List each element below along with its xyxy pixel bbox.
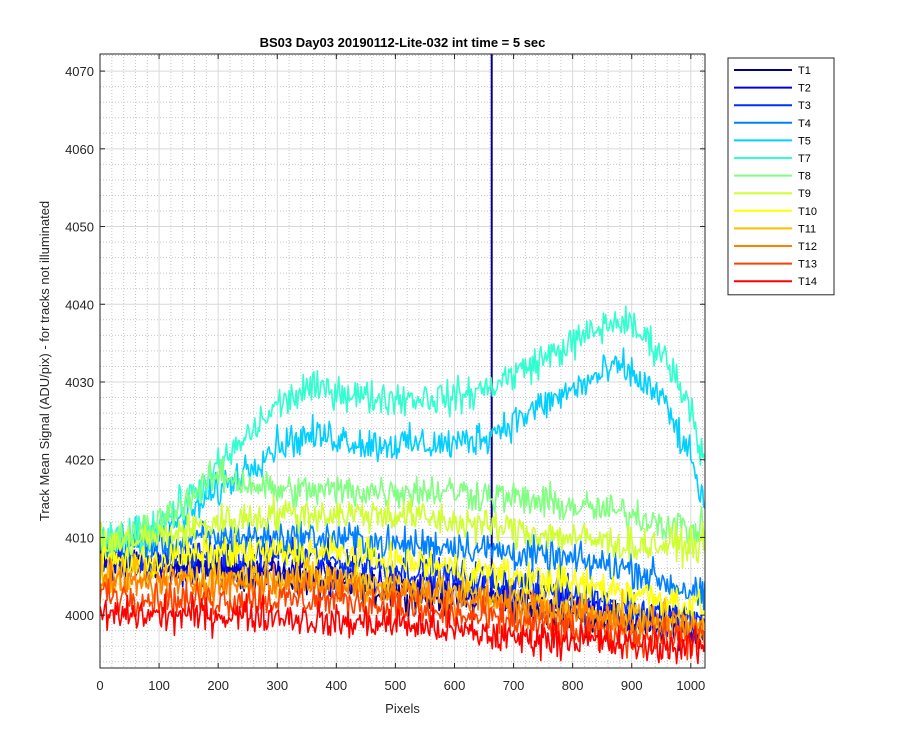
y-tick-label: 4060 <box>65 142 94 157</box>
y-tick-label: 4050 <box>65 220 94 235</box>
x-tick-label: 800 <box>562 678 584 693</box>
legend-label-T1: T1 <box>798 65 811 77</box>
x-tick-label: 500 <box>385 678 407 693</box>
y-tick-label: 4030 <box>65 375 94 390</box>
x-tick-label: 600 <box>444 678 466 693</box>
series-line-T4 <box>100 517 705 611</box>
legend-label-T14: T14 <box>798 276 817 288</box>
y-tick-label: 4040 <box>65 297 94 312</box>
y-tick-label: 4020 <box>65 453 94 468</box>
legend: T1 T2 T3 T4 T5 T7 T8 T9 T10 T11 T12 T13 T14 <box>727 57 835 296</box>
series-line-T8 <box>100 455 705 552</box>
legend-label-T11: T11 <box>798 223 816 235</box>
legend-label-T12: T12 <box>798 241 817 253</box>
grid <box>99 54 705 668</box>
x-axis-label: Pixels <box>385 701 420 716</box>
legend-label-T4: T4 <box>798 118 811 130</box>
x-tick-label: 1000 <box>676 678 705 693</box>
series-line-T12 <box>100 558 705 646</box>
legend-label-T2: T2 <box>798 83 811 95</box>
x-tick-label: 900 <box>621 678 643 693</box>
legend-label-T7: T7 <box>798 153 811 165</box>
x-tick-label: 100 <box>148 678 170 693</box>
legend-label-T13: T13 <box>798 259 817 271</box>
legend-label-T5: T5 <box>798 135 811 147</box>
x-tick-label: 700 <box>503 678 525 693</box>
x-tick-label: 400 <box>325 678 347 693</box>
plot-border <box>99 53 706 669</box>
series-line-T14 <box>100 593 705 665</box>
chart-title: BS03 Day03 20190112-Lite-032 int time = … <box>260 35 546 50</box>
legend-label-T8: T8 <box>798 171 811 183</box>
axis-ticks: 0 100 200 300 400 500 600 700 800 900 1000 4000 4010… <box>65 54 705 693</box>
x-tick-label: 0 <box>96 678 103 693</box>
y-axis-label: Track Mean Signal (ADU/pix) - for tracks… <box>37 201 52 521</box>
legend-label-T9: T9 <box>798 188 811 200</box>
legend-label-T10: T10 <box>798 206 817 218</box>
series-line-T10 <box>100 533 705 618</box>
y-tick-label: 4000 <box>65 608 94 623</box>
legend-label-T3: T3 <box>798 100 811 112</box>
series-lines <box>100 54 705 665</box>
x-tick-label: 300 <box>266 678 288 693</box>
series-line-T9 <box>100 495 705 569</box>
y-tick-label: 4010 <box>65 530 94 545</box>
y-tick-label: 4070 <box>65 64 94 79</box>
x-tick-label: 200 <box>207 678 229 693</box>
